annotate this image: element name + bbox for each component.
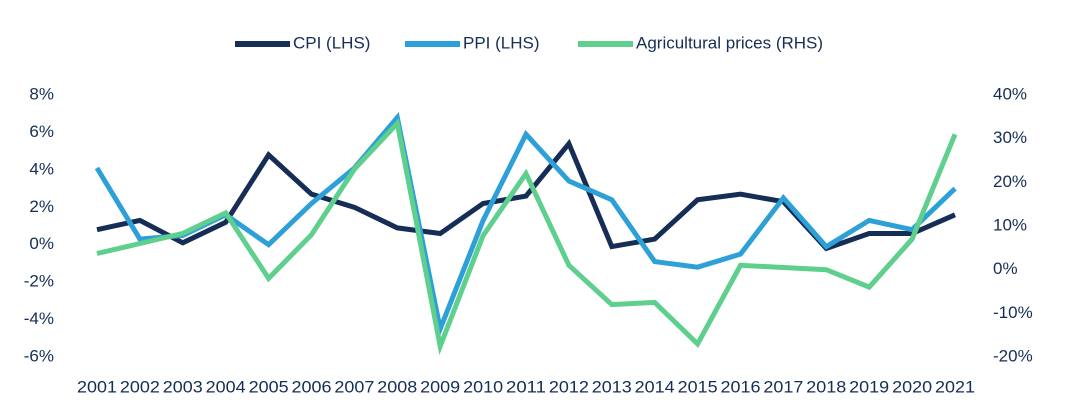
y-tick-label: 6% [29,122,54,141]
y-tick-label: 2% [29,197,54,216]
x-tick-label: 2003 [163,377,203,396]
x-tick-label: 2008 [377,377,417,396]
y2-tick-label: 40% [993,84,1027,103]
x-tick-label: 2006 [292,377,332,396]
legend-label: Agricultural prices (RHS) [636,33,823,52]
y-tick-label: -4% [24,309,54,328]
line-series [96,118,958,356]
x-tick-label: 2017 [763,377,803,396]
legend-label: PPI (LHS) [463,33,540,52]
x-tick-label: 2012 [549,377,589,396]
y2-tick-label: 0% [993,259,1018,278]
x-tick-label: 2002 [120,377,160,396]
x-tick-label: 2005 [249,377,289,396]
x-tick-label: 2001 [77,377,117,396]
y2-tick-label: 20% [993,172,1027,191]
x-tick-label: 2013 [592,377,632,396]
x-tick-label: 2010 [463,377,503,396]
legend-label: CPI (LHS) [293,33,370,52]
x-tick-label: 2004 [206,377,246,396]
x-tick-label: 2019 [849,377,889,396]
y-tick-label: -2% [24,272,54,291]
x-tick-label: 2007 [334,377,374,396]
y-tick-label: 4% [29,159,54,178]
y-tick-label: 8% [29,84,54,103]
x-tick-label: 2021 [935,377,975,396]
y-tick-label: 0% [29,234,54,253]
x-tick-label: 2020 [892,377,932,396]
x-tick-label: 2011 [506,377,546,396]
y-tick-label: -6% [24,346,54,365]
x-tick-label: 2015 [678,377,718,396]
line-series [94,111,957,338]
x-tick-label: 2018 [806,377,846,396]
line-series [96,138,956,252]
x-tick-label: 2009 [420,377,460,396]
x-tick-label: 2014 [635,377,675,396]
y2-tick-label: -10% [993,303,1033,322]
y2-tick-label: 10% [993,215,1027,234]
x-tick-label: 2016 [721,377,761,396]
y2-tick-label: 30% [993,128,1027,147]
y2-tick-label: -20% [993,346,1033,365]
